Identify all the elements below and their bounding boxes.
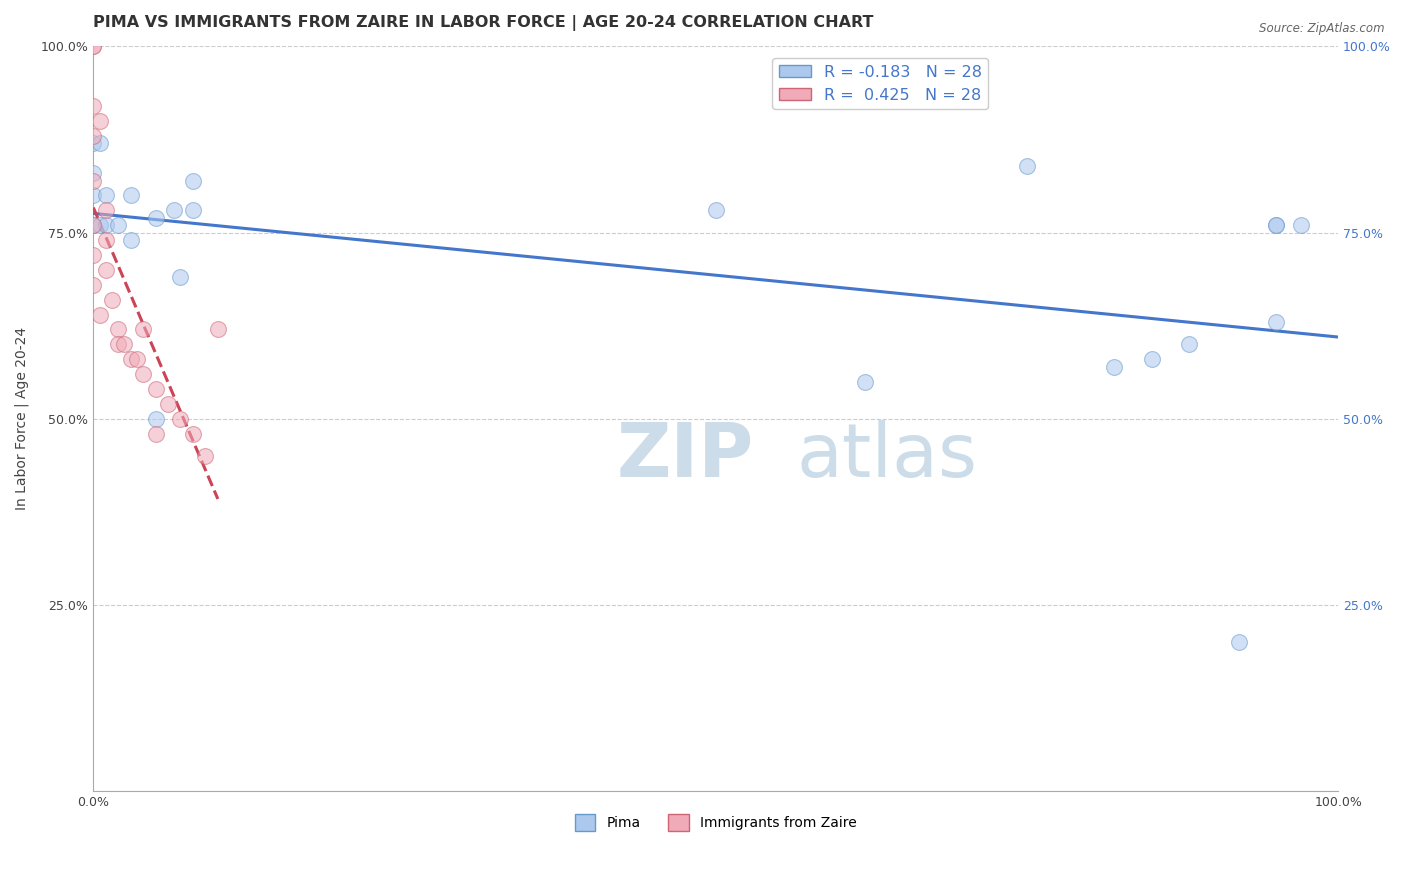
Point (107, 322, 129, 336)
Point (853, 375, 876, 389)
Text: Source: ZipAtlas.com: Source: ZipAtlas.com (1260, 22, 1385, 36)
Point (89, 114, 111, 128)
Point (120, 352, 142, 367)
Point (132, 367, 155, 381)
Point (1178, 337, 1201, 351)
Point (114, 337, 136, 351)
Point (107, 218, 129, 232)
Y-axis label: In Labor Force | Age 20-24: In Labor Force | Age 20-24 (15, 327, 30, 510)
Point (1265, 315, 1288, 329)
Point (101, 293, 124, 307)
Point (82, 248, 104, 262)
Point (89, 218, 111, 232)
Text: atlas: atlas (797, 419, 977, 492)
Point (94, 233, 117, 247)
Point (94, 263, 117, 277)
Point (145, 412, 167, 426)
Point (169, 270, 191, 285)
Point (181, 426, 204, 441)
Point (125, 352, 148, 367)
Point (1265, 218, 1288, 232)
Point (82, 39, 104, 54)
Point (132, 322, 155, 336)
Point (89, 136, 111, 151)
Point (145, 382, 167, 396)
Point (82, 218, 104, 232)
Point (120, 233, 142, 247)
Text: PIMA VS IMMIGRANTS FROM ZAIRE IN LABOR FORCE | AGE 20-24 CORRELATION CHART: PIMA VS IMMIGRANTS FROM ZAIRE IN LABOR F… (93, 15, 875, 31)
Point (704, 203, 727, 218)
Point (157, 397, 180, 411)
Point (82, 218, 104, 232)
Point (82, 166, 104, 180)
Point (82, 277, 104, 292)
Point (145, 426, 167, 441)
Point (1015, 159, 1038, 173)
Point (181, 173, 204, 187)
Point (89, 308, 111, 322)
Point (82, 136, 104, 151)
Point (1102, 359, 1125, 374)
Point (82, 39, 104, 54)
Point (94, 203, 117, 218)
Point (145, 211, 167, 225)
Point (207, 322, 229, 336)
Legend: Pima, Immigrants from Zaire: Pima, Immigrants from Zaire (569, 808, 863, 837)
Point (163, 203, 186, 218)
Point (107, 337, 129, 351)
Point (1140, 352, 1163, 367)
Point (94, 188, 117, 202)
Point (82, 99, 104, 113)
Point (120, 188, 142, 202)
Point (82, 173, 104, 187)
Point (1265, 218, 1288, 232)
Point (181, 203, 204, 218)
Point (1289, 218, 1312, 232)
Point (1227, 635, 1250, 649)
Point (194, 449, 217, 463)
Point (94, 218, 117, 232)
Point (82, 188, 104, 202)
Point (169, 412, 191, 426)
Point (82, 128, 104, 143)
Text: ZIP: ZIP (616, 419, 754, 492)
